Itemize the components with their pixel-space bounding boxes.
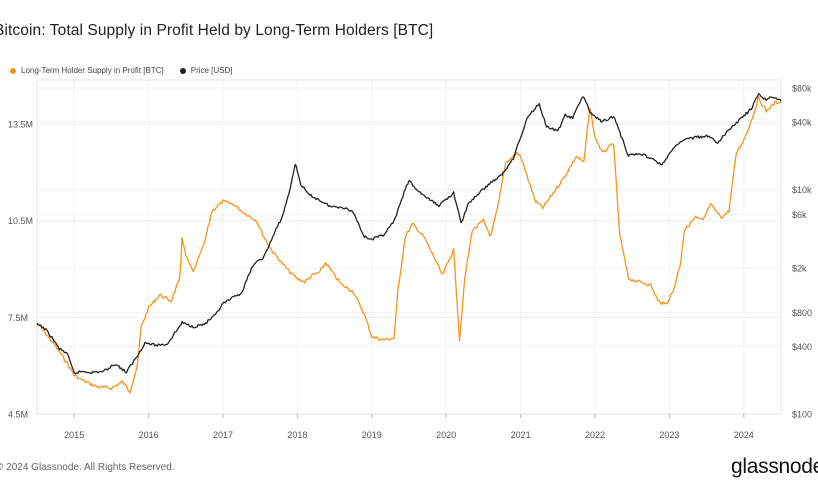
x-tick-label: 2019 <box>362 430 382 440</box>
x-tick-label: 2018 <box>287 430 307 440</box>
legend-item-supply[interactable]: Long-Term Holder Supply in Profit [BTC] <box>10 66 164 75</box>
series-lines <box>36 92 782 394</box>
x-tick-label: 2020 <box>436 430 456 440</box>
footer-copyright: © 2024 Glassnode. All Rights Reserved. <box>0 462 175 473</box>
y-left-tick-label: 4.5M <box>8 410 28 420</box>
series-line-price <box>36 92 782 375</box>
x-tick-label: 2023 <box>659 430 679 440</box>
x-tick-label: 2017 <box>213 430 233 440</box>
x-tick-label: 2015 <box>64 430 84 440</box>
x-tick-label: 2016 <box>139 430 159 440</box>
y-left-tick-label: 7.5M <box>8 313 28 323</box>
legend-swatch-supply <box>10 67 16 74</box>
y-right-tick-label: $400 <box>792 342 812 352</box>
y-right-tick-label: $800 <box>792 308 812 318</box>
legend-item-price[interactable]: Price [USD] <box>179 66 233 75</box>
y-right-tick-label: $80k <box>792 84 812 94</box>
x-tick-label: 2022 <box>585 430 605 440</box>
series-line-supply <box>36 96 782 394</box>
plot-border <box>36 79 782 415</box>
legend-swatch-price <box>179 67 186 74</box>
y-left-tick-label: 13.5M <box>8 120 33 130</box>
chart-title: Bitcoin: Total Supply in Profit Held by … <box>0 22 434 39</box>
glassnode-logo[interactable]: glassnode <box>731 455 818 478</box>
chart-legend: Long-Term Holder Supply in Profit [BTC] … <box>10 66 233 75</box>
legend-label-price: Price [USD] <box>190 66 233 75</box>
y-right-tick-label: $40k <box>792 117 812 127</box>
tick-labels: 4.5M 7.5M 10.5M 13.5M $100 $400 $800 $2k $6k $10k… <box>8 84 812 441</box>
x-tick-label: 2021 <box>511 430 531 440</box>
y-right-tick-label: $10k <box>792 185 812 195</box>
y-right-tick-label: $6k <box>792 210 807 220</box>
legend-label-supply: Long-Term Holder Supply in Profit [BTC] <box>21 66 164 75</box>
y-right-tick-label: $2k <box>792 263 807 273</box>
x-tick-label: 2024 <box>734 430 754 440</box>
grid-lines <box>37 80 781 415</box>
axes <box>36 79 782 418</box>
y-left-tick-label: 10.5M <box>8 216 33 226</box>
y-right-tick-label: $100 <box>792 410 812 420</box>
